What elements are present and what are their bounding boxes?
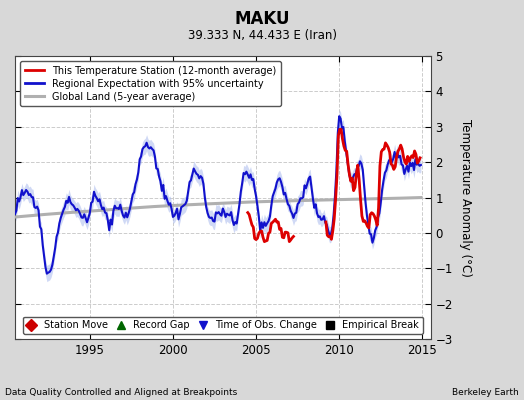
Legend: Station Move, Record Gap, Time of Obs. Change, Empirical Break: Station Move, Record Gap, Time of Obs. C…	[23, 316, 423, 334]
Text: Berkeley Earth: Berkeley Earth	[452, 388, 519, 397]
Text: 39.333 N, 44.433 E (Iran): 39.333 N, 44.433 E (Iran)	[188, 29, 336, 42]
Y-axis label: Temperature Anomaly (°C): Temperature Anomaly (°C)	[460, 119, 472, 276]
Text: Data Quality Controlled and Aligned at Breakpoints: Data Quality Controlled and Aligned at B…	[5, 388, 237, 397]
Text: MAKU: MAKU	[234, 10, 290, 28]
